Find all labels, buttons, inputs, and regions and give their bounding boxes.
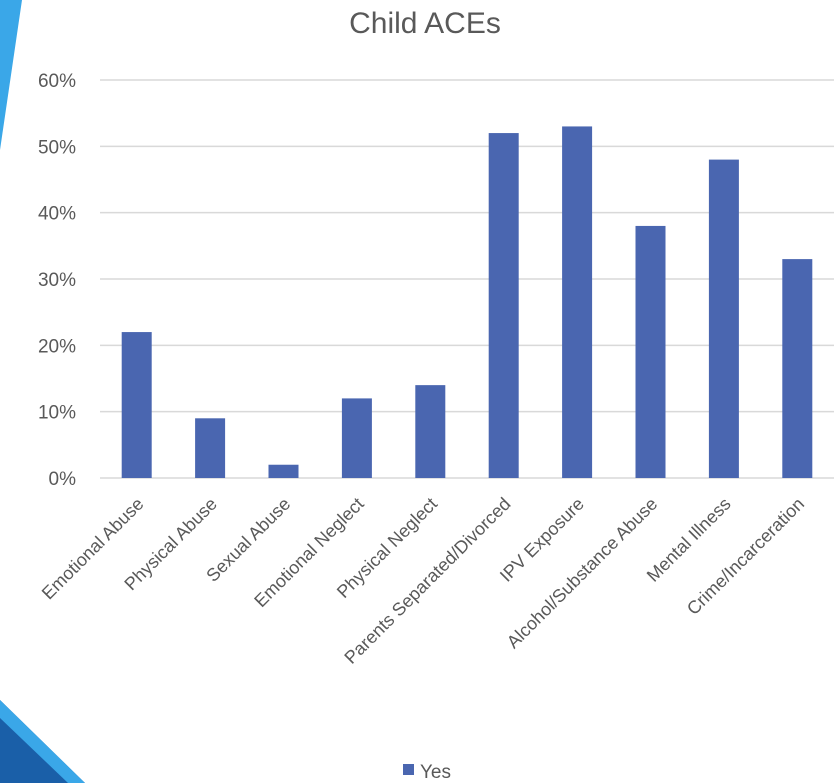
bottom-left-accent-highlight — [0, 700, 85, 783]
legend: Yes — [403, 762, 451, 783]
bar — [195, 418, 226, 478]
y-axis: 0% 10% 20% 30% 40% 50% 60% — [38, 71, 76, 490]
y-tick-label: 20% — [38, 336, 76, 357]
legend-swatch-yes — [403, 764, 414, 775]
bar — [268, 464, 299, 478]
bar — [782, 259, 813, 478]
legend-label-yes: Yes — [420, 762, 451, 783]
y-tick-label: 40% — [38, 204, 76, 225]
bar — [488, 133, 519, 479]
chart-title: Child ACEs — [349, 7, 501, 40]
y-tick-label: 0% — [49, 469, 77, 490]
bar — [708, 159, 739, 478]
y-tick-label: 30% — [38, 270, 76, 291]
bar — [562, 126, 593, 478]
bar — [635, 225, 666, 478]
bar — [341, 398, 372, 478]
bars — [121, 126, 813, 479]
y-tick-label: 50% — [38, 137, 76, 158]
y-tick-label: 10% — [38, 403, 76, 424]
bar — [415, 385, 446, 478]
bar — [121, 332, 152, 478]
left-accent-stripe — [0, 0, 22, 150]
y-tick-label: 60% — [38, 71, 76, 92]
x-tick-label: Alcohol/Substance Abuse — [503, 494, 662, 653]
